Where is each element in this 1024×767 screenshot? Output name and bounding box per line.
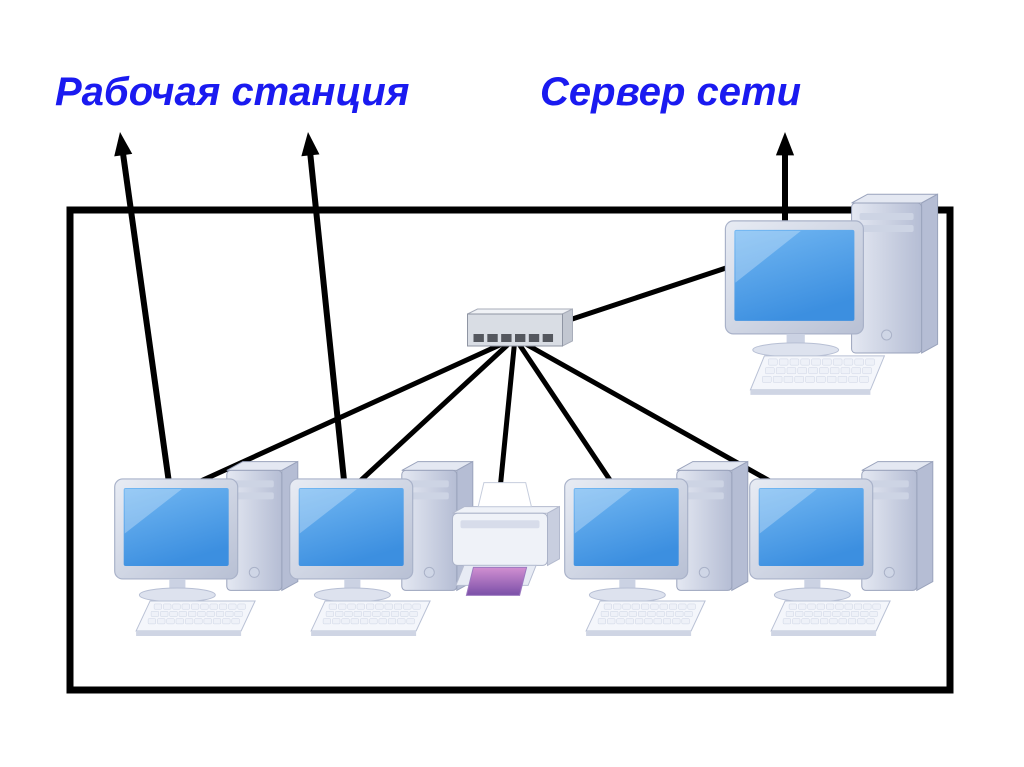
diagram-stage: Рабочая станция Сервер сети bbox=[0, 0, 1024, 767]
workstation-icon bbox=[115, 462, 298, 636]
workstation-icon bbox=[565, 462, 748, 636]
server-computer-icon bbox=[725, 194, 937, 395]
network-diagram-svg bbox=[0, 0, 1024, 767]
server-icon bbox=[725, 194, 937, 395]
network-hub-icon bbox=[468, 309, 573, 346]
workstation-icon bbox=[750, 462, 933, 636]
workstation-icon bbox=[290, 462, 473, 636]
